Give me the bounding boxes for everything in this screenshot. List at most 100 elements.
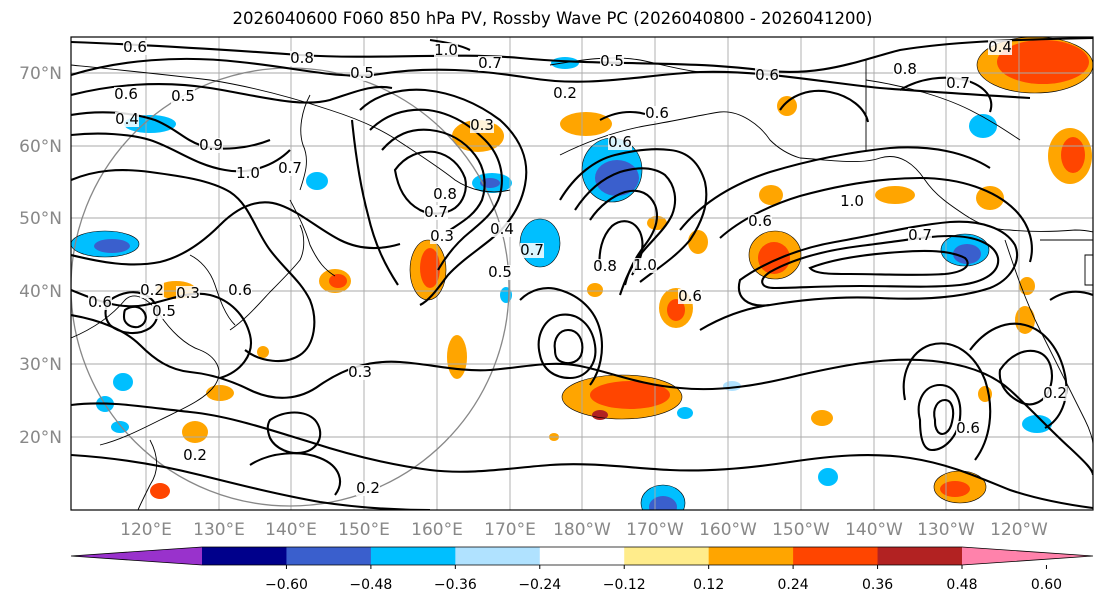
contour-label: 0.6 (678, 287, 702, 305)
colorbar-tick-label: −0.36 (434, 577, 477, 593)
contour-label: 0.2 (140, 281, 164, 299)
contour-label-bg (433, 187, 457, 202)
contour-label: 1.0 (633, 256, 657, 274)
colorbar-segment (370, 547, 456, 565)
contour-label: 1.0 (434, 41, 458, 59)
latitude-labels: 70°N 60°N 50°N 40°N 30°N 20°N (19, 64, 62, 448)
colorbar-tick-label: 0.48 (946, 577, 977, 593)
lon-label: 160°E (411, 520, 463, 540)
contour-label-bg (840, 194, 864, 209)
contour-label-bg (236, 166, 260, 181)
contour-label-bg (553, 86, 577, 101)
contour-label-bg (893, 62, 917, 77)
map-title: 2026040600 F060 850 hPa PV, Rossby Wave … (232, 9, 873, 28)
contour-label-bg (593, 259, 617, 274)
contour-label-bg (348, 365, 372, 380)
colorbar-tick-label: 0.12 (693, 577, 724, 593)
contour-label: 0.6 (608, 133, 632, 151)
contour-label-bg (488, 265, 512, 280)
contour-label: 0.7 (478, 54, 502, 72)
contour-label: 0.6 (755, 66, 779, 84)
contour-label-bg (608, 135, 632, 150)
contour-label-bg (946, 76, 970, 91)
colorbar-tick-label: 0.60 (1031, 577, 1062, 593)
contour-label: 0.5 (488, 263, 512, 281)
contour-labels: 0.6 1.0 0.8 0.5 0.7 0.5 0.6 0.8 0.4 0.7 0.6 0.5 0.4 0… (88, 38, 1067, 497)
contour-label-bg (114, 87, 138, 102)
contour-label: 0.6 (228, 281, 252, 299)
contour-label-bg (600, 54, 624, 69)
lat-label: 50°N (19, 209, 62, 229)
contour-label-bg (520, 243, 544, 258)
contour-label: 0.3 (176, 284, 200, 302)
contour-label-bg (908, 228, 932, 243)
lon-label: 150°E (338, 520, 390, 540)
contour-label: 0.2 (356, 479, 380, 497)
colorbar-segment (286, 547, 372, 565)
lon-label: 120°W (990, 520, 1048, 540)
contour-label-bg (424, 205, 448, 220)
lat-label: 60°N (19, 137, 62, 157)
lon-label: 140°E (265, 520, 317, 540)
contour-label-bg (152, 304, 176, 319)
colorbar-segment (202, 547, 287, 565)
lon-label: 180°W (553, 520, 611, 540)
colorbar-tick-label: −0.12 (603, 577, 646, 593)
contour-label-bg (956, 421, 980, 436)
contour-label-bg (470, 118, 494, 133)
contour-label: 0.3 (348, 363, 372, 381)
lat-label: 30°N (19, 355, 62, 375)
contour-label-bg (350, 66, 374, 81)
contour-label: 0.7 (520, 241, 544, 259)
colorbar-segment (539, 547, 625, 565)
colorbar-segment (455, 547, 541, 565)
contour-label-bg (988, 40, 1012, 55)
contour-label: 0.7 (424, 203, 448, 221)
contour-label: 0.6 (645, 104, 669, 122)
contour-label-bg (478, 56, 502, 71)
lat-label: 40°N (19, 282, 62, 302)
contour-label-bg (748, 214, 772, 229)
lon-label: 130°W (917, 520, 975, 540)
colorbar-segment (877, 547, 963, 565)
contour-label: 0.6 (956, 419, 980, 437)
contour-label-bg (183, 448, 207, 463)
contour-label: 0.7 (946, 74, 970, 92)
contour-label: 0.8 (593, 257, 617, 275)
contour-label-bg (490, 222, 514, 237)
contour-label: 0.4 (988, 38, 1012, 56)
contour-label: 0.9 (199, 136, 223, 154)
contour-label: 0.2 (1043, 384, 1067, 402)
colorbar-tick-label: −0.60 (265, 577, 308, 593)
contour-label-bg (140, 283, 164, 298)
contour-label: 1.0 (236, 164, 260, 182)
colorbar-segment (793, 547, 879, 565)
colorbar-outline (70, 546, 1094, 566)
contour-label: 0.3 (470, 116, 494, 134)
contour-label-bg (1043, 386, 1067, 401)
contour-label: 0.6 (88, 293, 112, 311)
contour-label: 0.8 (290, 49, 314, 67)
colorbar-segment (708, 547, 794, 565)
contour-label: 0.5 (152, 302, 176, 320)
colorbar-tick-label: −0.48 (349, 577, 392, 593)
lon-label: 150°W (772, 520, 830, 540)
contour-label-bg (356, 481, 380, 496)
contour-label-bg (633, 258, 657, 273)
contour-label: 0.4 (490, 220, 514, 238)
contour-label-bg (645, 106, 669, 121)
contour-label-bg (88, 295, 112, 310)
contour-label: 0.3 (430, 227, 454, 245)
colorbar-under-extension (71, 547, 202, 565)
lon-label: 160°W (699, 520, 757, 540)
contour-label: 0.6 (748, 212, 772, 230)
contour-label: 0.6 (123, 38, 147, 56)
lon-label: 130°E (193, 520, 245, 540)
contour-label: 0.7 (908, 226, 932, 244)
contour-label: 0.4 (115, 110, 139, 128)
contour-label: 1.0 (840, 192, 864, 210)
contour-label-bg (228, 283, 252, 298)
contour-label-bg (678, 289, 702, 304)
contour-label: 0.8 (893, 60, 917, 78)
